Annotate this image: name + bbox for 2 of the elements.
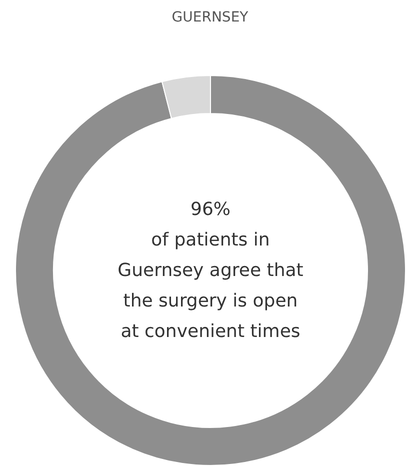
chart-title: GUERNSEY <box>172 10 249 26</box>
text: 96% of patients in Guernsey agree that the surgery is open at convenient times <box>118 199 304 342</box>
